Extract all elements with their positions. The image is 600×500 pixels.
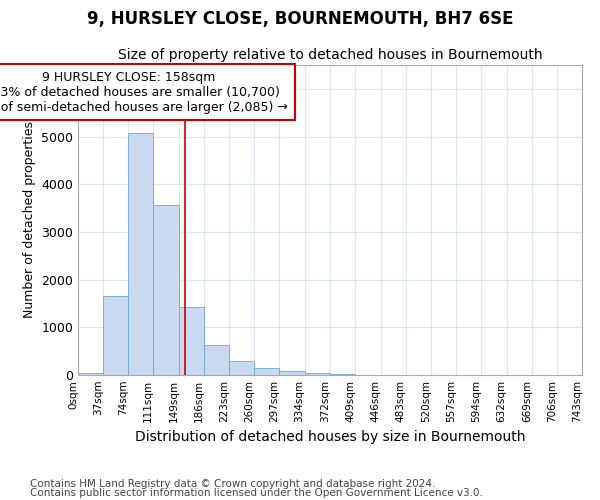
Y-axis label: Number of detached properties: Number of detached properties (23, 122, 35, 318)
Title: Size of property relative to detached houses in Bournemouth: Size of property relative to detached ho… (118, 48, 542, 62)
Bar (280, 370, 305, 375)
Bar (254, 368, 280, 375)
Bar (179, 307, 204, 375)
X-axis label: Distribution of detached houses by size in Bournemouth: Distribution of detached houses by size … (135, 430, 525, 444)
Text: 9, HURSLEY CLOSE, BOURNEMOUTH, BH7 6SE: 9, HURSLEY CLOSE, BOURNEMOUTH, BH7 6SE (87, 10, 513, 28)
Bar (204, 345, 229, 375)
Text: Contains public sector information licensed under the Open Government Licence v3: Contains public sector information licen… (30, 488, 483, 498)
Bar (229, 360, 254, 375)
Text: Contains HM Land Registry data © Crown copyright and database right 2024.: Contains HM Land Registry data © Crown c… (30, 479, 436, 489)
Bar (103, 296, 128, 375)
Bar (153, 204, 179, 375)
Bar (78, 372, 103, 375)
Bar (128, 133, 153, 375)
Text: 9 HURSLEY CLOSE: 158sqm
← 83% of detached houses are smaller (10,700)
16% of sem: 9 HURSLEY CLOSE: 158sqm ← 83% of detache… (0, 70, 289, 114)
Bar (305, 372, 331, 375)
Bar (331, 374, 355, 375)
